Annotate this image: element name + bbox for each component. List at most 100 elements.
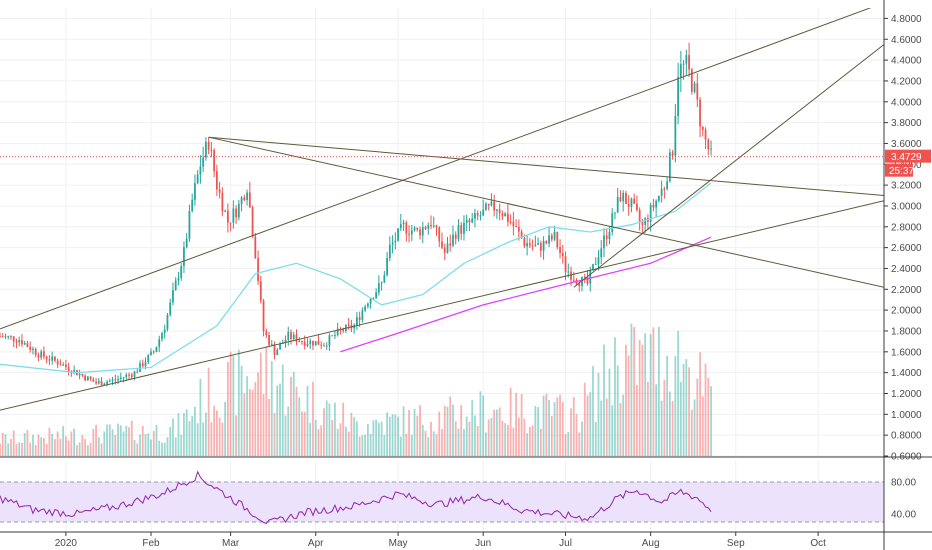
volume-bar: [520, 393, 523, 456]
candle-body: [413, 227, 416, 231]
volume-bar: [172, 418, 174, 456]
volume-bar: [347, 431, 350, 456]
candle-body: [441, 241, 443, 248]
candle-body: [194, 183, 196, 200]
candle-body: [542, 240, 545, 251]
volume-bar: [545, 394, 548, 456]
volume-bar: [342, 402, 345, 456]
candle-body: [32, 348, 34, 350]
candle-body: [578, 284, 581, 287]
candle-body: [328, 335, 331, 346]
candle-body: [314, 341, 317, 346]
candle-body: [224, 210, 227, 212]
volume-bar: [290, 376, 292, 456]
volume-bar: [224, 401, 227, 456]
volume-bars: [0, 323, 712, 456]
volume-bar: [7, 443, 10, 456]
candle-body: [155, 346, 158, 352]
price-tick-label: 3.0000: [891, 201, 922, 212]
volume-bar: [298, 397, 301, 456]
candle-body: [136, 371, 139, 373]
time-axis[interactable]: 2020 Feb Mar Apr May Jun Jul Aug Sep Oct: [55, 532, 826, 549]
trendlines[interactable]: [0, 3, 884, 411]
volume-bar: [158, 440, 161, 456]
candle-body: [364, 306, 367, 311]
price-tick-label: 2.4000: [891, 264, 922, 275]
volume-bar: [386, 412, 388, 456]
candle-body: [372, 298, 375, 300]
candle-body: [218, 189, 221, 193]
price-tick-label: 1.8000: [891, 326, 922, 337]
candle-body: [114, 379, 117, 381]
candle-body: [78, 373, 81, 376]
volume-bar: [432, 431, 435, 456]
price-tick-label: 2.8000: [891, 222, 922, 233]
candle-body: [443, 247, 446, 253]
candle-body: [37, 354, 40, 358]
trendline[interactable]: [573, 44, 884, 288]
candle-body: [690, 69, 693, 92]
candle-body: [235, 208, 237, 218]
volume-bar: [605, 398, 608, 456]
candle-body: [515, 226, 518, 228]
candle-body: [323, 345, 325, 347]
candle-body: [537, 243, 539, 245]
candle-body: [54, 356, 56, 361]
candle-body: [668, 152, 671, 182]
candle-body: [663, 188, 666, 190]
time-tick-label: May: [389, 538, 408, 549]
candle-body: [369, 298, 372, 304]
candle-body: [257, 257, 259, 282]
volume-bar: [26, 430, 29, 456]
candle-body: [361, 310, 364, 320]
candle-body: [158, 339, 161, 347]
candle-body: [419, 229, 421, 236]
candle-body: [133, 371, 136, 377]
candle-body: [169, 302, 172, 315]
candle-body: [636, 203, 638, 211]
volume-bar: [399, 436, 402, 456]
trendline[interactable]: [0, 3, 884, 330]
candle-body: [556, 231, 559, 248]
volume-bar: [430, 421, 432, 456]
candle-body: [583, 276, 586, 278]
candle-body: [430, 225, 432, 227]
volume-bar: [251, 389, 254, 456]
volume-bar: [649, 334, 652, 456]
trendline[interactable]: [0, 200, 884, 411]
volume-bar: [460, 405, 463, 456]
candle-body: [10, 336, 12, 338]
candle-body: [40, 351, 43, 358]
candle-body: [366, 303, 369, 307]
volume-bar: [273, 413, 276, 456]
price-tick-label: 2.0000: [891, 306, 922, 317]
trendline[interactable]: [208, 136, 884, 197]
volume-bar: [578, 432, 581, 456]
price-tick-label: 1.6000: [891, 347, 922, 358]
volume-bar: [188, 421, 191, 456]
candle-body: [465, 219, 468, 223]
volume-bar: [674, 356, 677, 456]
volume-bar: [161, 442, 163, 456]
candle-body: [608, 231, 611, 240]
candle-body: [399, 224, 402, 229]
volume-bar: [56, 431, 59, 456]
candle-body: [622, 193, 625, 202]
volume-bar: [59, 438, 62, 456]
price-axis[interactable]: 4.8000 4.6000 4.4000 4.2000 4.0000 3.8000 3.60…: [884, 14, 922, 521]
candle-body: [59, 364, 62, 366]
candle-body: [117, 378, 119, 381]
volume-bar: [262, 394, 265, 456]
volume-bar: [655, 384, 658, 456]
volume-bar: [611, 405, 614, 456]
candle-body: [180, 266, 183, 279]
volume-bar: [232, 355, 235, 456]
volume-bar: [638, 340, 641, 456]
trendline[interactable]: [208, 136, 884, 288]
time-tick-label: Sep: [727, 538, 745, 549]
volume-bar: [207, 367, 210, 456]
volume-bar: [375, 419, 378, 456]
candle-body: [671, 152, 674, 156]
